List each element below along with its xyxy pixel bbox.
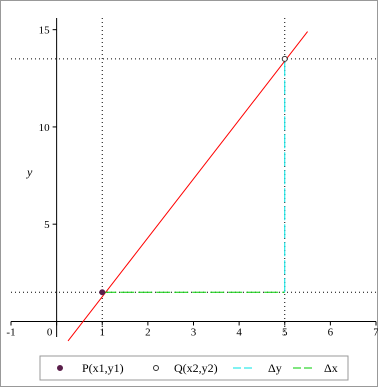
y-tick-label: 15 — [39, 25, 51, 37]
x-tick-label: 1 — [100, 326, 106, 338]
x-tick-label: 4 — [236, 326, 242, 338]
x-ticks: -1 0 1 2 3 4 5 6 7 — [6, 321, 378, 338]
y-tick-label: 5 — [44, 219, 50, 231]
series-layer — [67, 31, 308, 342]
guide-lines — [11, 18, 376, 337]
y-axis-label: y — [26, 165, 33, 179]
legend-label: Δx — [324, 361, 338, 375]
x-tick-label: 0 — [47, 326, 53, 338]
x-tick-label: 5 — [282, 326, 288, 338]
x-tick-label: -1 — [6, 326, 15, 338]
x-tick-label: 7 — [373, 326, 378, 338]
x-tick-label: 2 — [145, 326, 151, 338]
points-layer — [99, 55, 288, 296]
legend: P(x1,y1) Q(x2,y2) Δy Δx — [39, 355, 349, 381]
point-p — [99, 289, 106, 296]
y-ticks: 5 10 15 — [39, 25, 57, 231]
y-tick-label: 10 — [39, 122, 51, 134]
legend-label: Q(x2,y2) — [174, 361, 218, 375]
x-tick-label: 6 — [328, 326, 334, 338]
series-line — [67, 31, 308, 342]
x-tick-label: 3 — [191, 326, 197, 338]
point-q — [281, 55, 288, 62]
axes — [11, 18, 376, 337]
legend-symbol-filled-dot — [57, 365, 63, 371]
legend-symbol-hollow-dot — [153, 365, 159, 371]
legend-label: Δy — [268, 361, 282, 375]
legend-label: P(x1,y1) — [82, 361, 124, 375]
